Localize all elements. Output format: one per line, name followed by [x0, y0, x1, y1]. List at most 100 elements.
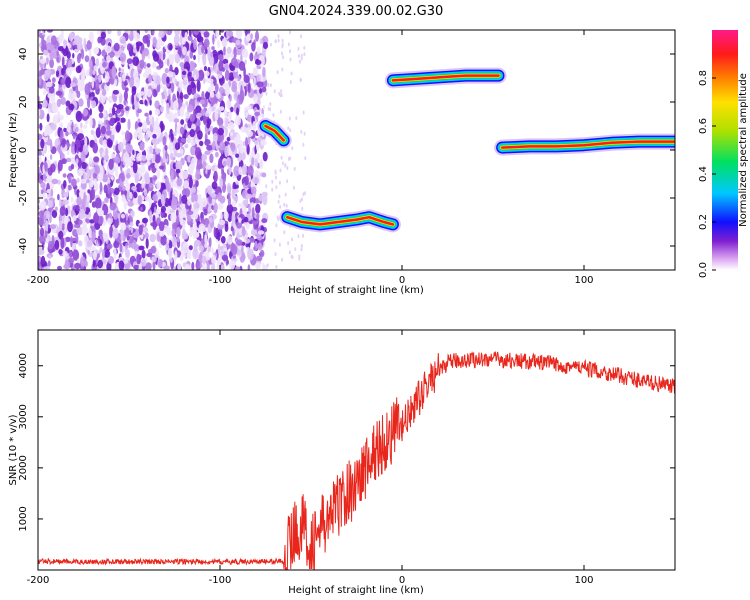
noise-speck — [139, 141, 145, 151]
noise-speck — [240, 254, 246, 261]
noise-speck — [179, 193, 182, 204]
noise-speck — [204, 243, 208, 248]
noise-speck — [149, 110, 152, 116]
noise-speck — [169, 152, 174, 160]
noise-speck — [189, 50, 194, 59]
noise-speck — [256, 255, 263, 262]
noise-speck — [303, 45, 306, 50]
noise-speck — [196, 153, 202, 160]
noise-speck — [281, 38, 284, 43]
noise-speck — [61, 68, 64, 76]
noise-speck — [97, 209, 104, 217]
noise-speck — [255, 30, 259, 42]
noise-speck — [246, 130, 254, 137]
noise-speck — [172, 93, 177, 103]
noise-speck — [80, 150, 86, 163]
noise-speck — [61, 138, 66, 145]
noise-speck — [215, 30, 219, 39]
noise-speck — [194, 208, 199, 220]
noise-speck — [278, 242, 281, 247]
noise-speck — [160, 105, 164, 113]
noise-speck — [295, 116, 298, 121]
noise-speck — [274, 252, 277, 257]
noise-speck — [222, 83, 229, 88]
noise-speck — [262, 193, 268, 206]
noise-speck — [235, 239, 243, 246]
noise-speck — [203, 31, 210, 38]
noise-speck — [171, 228, 176, 238]
noise-speck — [59, 206, 66, 216]
noise-speck — [279, 109, 282, 114]
noise-speck — [101, 248, 105, 259]
noise-speck — [84, 55, 90, 63]
noise-speck — [44, 229, 48, 239]
noise-speck — [299, 198, 302, 203]
noise-speck — [255, 203, 261, 214]
noise-speck — [226, 235, 233, 245]
noise-speck — [231, 212, 236, 224]
noise-speck — [233, 165, 240, 177]
noise-speck — [171, 201, 175, 206]
noise-speck — [249, 73, 255, 80]
noise-speck — [198, 245, 205, 252]
noise-speck — [261, 86, 267, 93]
noise-speck — [206, 122, 211, 129]
noise-speck — [142, 35, 149, 44]
spectrogram-x-tick-label: -200 — [27, 275, 50, 286]
noise-speck — [300, 247, 303, 252]
noise-speck — [119, 35, 126, 45]
noise-speck — [61, 158, 67, 165]
noise-speck — [106, 55, 111, 63]
noise-speck — [191, 186, 196, 194]
noise-speck — [153, 176, 157, 181]
noise-speck — [253, 246, 256, 251]
noise-speck — [103, 159, 106, 167]
colorbar-tick-label: 0.4 — [698, 166, 709, 182]
noise-speck — [217, 54, 224, 61]
noise-speck — [281, 44, 284, 49]
noise-speck — [133, 32, 141, 42]
noise-speck — [57, 159, 63, 172]
noise-speck — [134, 100, 139, 111]
noise-speck — [261, 218, 268, 224]
noise-speck — [97, 215, 104, 225]
noise-speck — [185, 123, 189, 131]
noise-speck — [47, 93, 52, 99]
noise-speck — [118, 260, 125, 270]
noise-speck — [302, 233, 305, 238]
noise-speck — [235, 133, 241, 143]
noise-speck — [189, 113, 195, 122]
noise-speck — [157, 38, 162, 45]
noise-speck — [152, 219, 157, 231]
colorbar-tick-label: 0.2 — [698, 214, 709, 230]
noise-speck — [179, 142, 183, 148]
noise-speck — [219, 178, 224, 188]
noise-speck — [87, 250, 90, 255]
noise-speck — [181, 170, 189, 180]
noise-speck — [304, 191, 306, 196]
noise-speck — [118, 67, 121, 72]
noise-speck — [67, 122, 71, 134]
noise-speck — [288, 116, 291, 121]
noise-speck — [40, 138, 45, 149]
noise-speck — [275, 185, 278, 190]
noise-speck — [45, 81, 53, 88]
noise-speck — [102, 61, 107, 68]
noise-speck — [195, 240, 200, 246]
noise-speck — [301, 197, 303, 202]
noise-speck — [281, 161, 284, 166]
noise-speck — [211, 181, 218, 190]
noise-speck — [133, 264, 140, 270]
noise-speck — [200, 109, 206, 116]
noise-speck — [65, 207, 69, 217]
noise-speck — [148, 197, 152, 207]
noise-speck — [65, 186, 69, 191]
noise-speck — [165, 111, 172, 120]
noise-speck — [78, 98, 84, 107]
noise-speck — [77, 133, 84, 141]
noise-speck — [291, 237, 294, 242]
noise-speck — [126, 173, 131, 179]
noise-speck — [126, 190, 130, 202]
noise-speck — [54, 239, 60, 251]
noise-speck — [302, 142, 305, 147]
